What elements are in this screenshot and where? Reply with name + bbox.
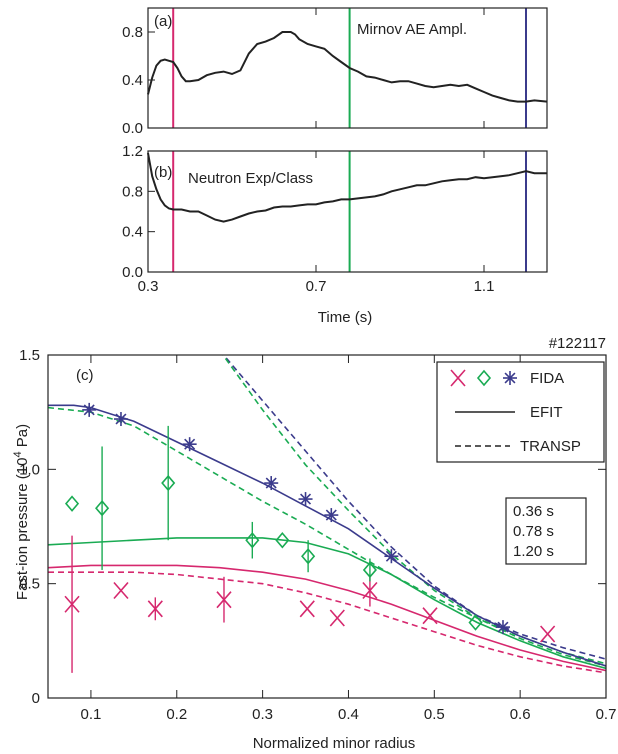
panel-a-ytick-label: 0.0: [122, 120, 143, 137]
panel-c-xtick-label: 0.6: [510, 706, 531, 723]
panel-c-xlabel: Normalized minor radius: [253, 735, 416, 752]
panel-a-ytick-label: 0.8: [122, 24, 143, 41]
legend-fida-label: FIDA: [530, 370, 564, 387]
panel-c-xtick-label: 0.2: [166, 706, 187, 723]
fida-point-asterisk: [298, 492, 313, 507]
time-label-078: 0.78 s: [513, 523, 554, 540]
panel-a-ytick-label: 0.4: [122, 72, 143, 89]
fida-point-asterisk: [264, 476, 279, 491]
panel-c-label: (c): [76, 367, 94, 384]
fida-point-asterisk: [182, 437, 197, 452]
fida-point-asterisk: [82, 402, 97, 417]
panel-b-xtick-label: 1.1: [474, 278, 495, 295]
fida-point-diamond: [275, 531, 290, 549]
fida-point-x: [216, 591, 232, 609]
panel-c-xtick-label: 0.1: [80, 706, 101, 723]
fida-point-diamond: [362, 561, 377, 579]
panel-b-frame: [147, 150, 548, 273]
fida-point-asterisk: [384, 549, 399, 564]
legend-fida-asterisk-marker: [503, 371, 517, 385]
panel-a-frame: [147, 7, 548, 129]
fida-point-diamond: [301, 547, 316, 565]
panel-c-ytick-label: 0.5: [19, 576, 40, 593]
panel-a-series-line: [147, 31, 548, 103]
time-label-120: 1.20 s: [513, 543, 554, 560]
fida-point-diamond: [64, 495, 80, 512]
panel-b-xtick-label: 0.7: [306, 278, 327, 295]
panel-c-ytick-label: 0: [32, 690, 40, 707]
panel-c-xtick-label: 0.3: [252, 706, 273, 723]
panel-b-annotation: Neutron Exp/Class: [188, 170, 313, 187]
fida-point-asterisk: [113, 412, 128, 427]
fida-point-x: [147, 600, 163, 618]
fida-point-diamond: [468, 614, 483, 631]
panel-c-xtick-label: 0.5: [424, 706, 445, 723]
panel-b-xlabel: Time (s): [318, 309, 372, 326]
panel-b-xtick-label: 0.3: [138, 278, 159, 295]
legend-transp-label: TRANSP: [520, 438, 581, 455]
panel-c-xtick-label: 0.7: [596, 706, 617, 723]
transp-curve-0: [48, 571, 606, 674]
panel-c-ytick-label: 1.0: [19, 461, 40, 478]
efit-curve-1: [48, 537, 606, 670]
panel-c-shot: #122117: [549, 335, 606, 352]
transp-curve-3: [222, 355, 606, 667]
panel-b-ytick-label: 0.8: [122, 183, 143, 200]
panel-b-ytick-label: 1.2: [122, 143, 143, 160]
panel-a-label: (a): [154, 13, 172, 30]
fida-point-x: [329, 609, 345, 627]
panel-c-xtick-label: 0.4: [338, 706, 359, 723]
legend-fida-x-marker: [450, 369, 466, 387]
time-label-036: 0.36 s: [513, 503, 554, 520]
legend-fida-diamond-marker: [476, 369, 492, 387]
panel-b-series-line: [147, 152, 547, 223]
panel-b-label: (b): [154, 164, 172, 181]
chart-marks: 0.0 0.4 0.8 0.0 0.4 0.8 1.2 0.3 0.7 1.1 0.1 0.2 0.3 0…: [19, 7, 617, 723]
panel-c-ytick-label: 1.5: [19, 347, 40, 364]
fida-point-x: [362, 581, 378, 600]
time-box: [505, 497, 587, 565]
fida-point-x: [422, 607, 438, 625]
panel-a-annotation: Mirnov AE Ampl.: [357, 21, 467, 38]
panel-c-frame: [47, 354, 607, 699]
efit-curve-0: [48, 564, 606, 672]
panel-c-ylabel: Fast-ion pressure (104 Pa): [12, 424, 31, 600]
panel-b-ytick-label: 0.0: [122, 264, 143, 281]
legend-efit-label: EFIT: [530, 404, 563, 421]
fida-point-diamond: [161, 474, 176, 492]
fida-point-x: [64, 595, 80, 613]
fida-point-diamond: [95, 499, 110, 517]
fida-point-diamond: [245, 531, 260, 549]
fida-point-x: [299, 600, 315, 618]
fida-point-x: [540, 625, 556, 643]
panel-b-ytick-label: 0.4: [122, 224, 143, 241]
fida-point-asterisk: [324, 508, 339, 523]
fida-point-asterisk: [495, 620, 510, 635]
fida-point-x: [113, 581, 129, 600]
